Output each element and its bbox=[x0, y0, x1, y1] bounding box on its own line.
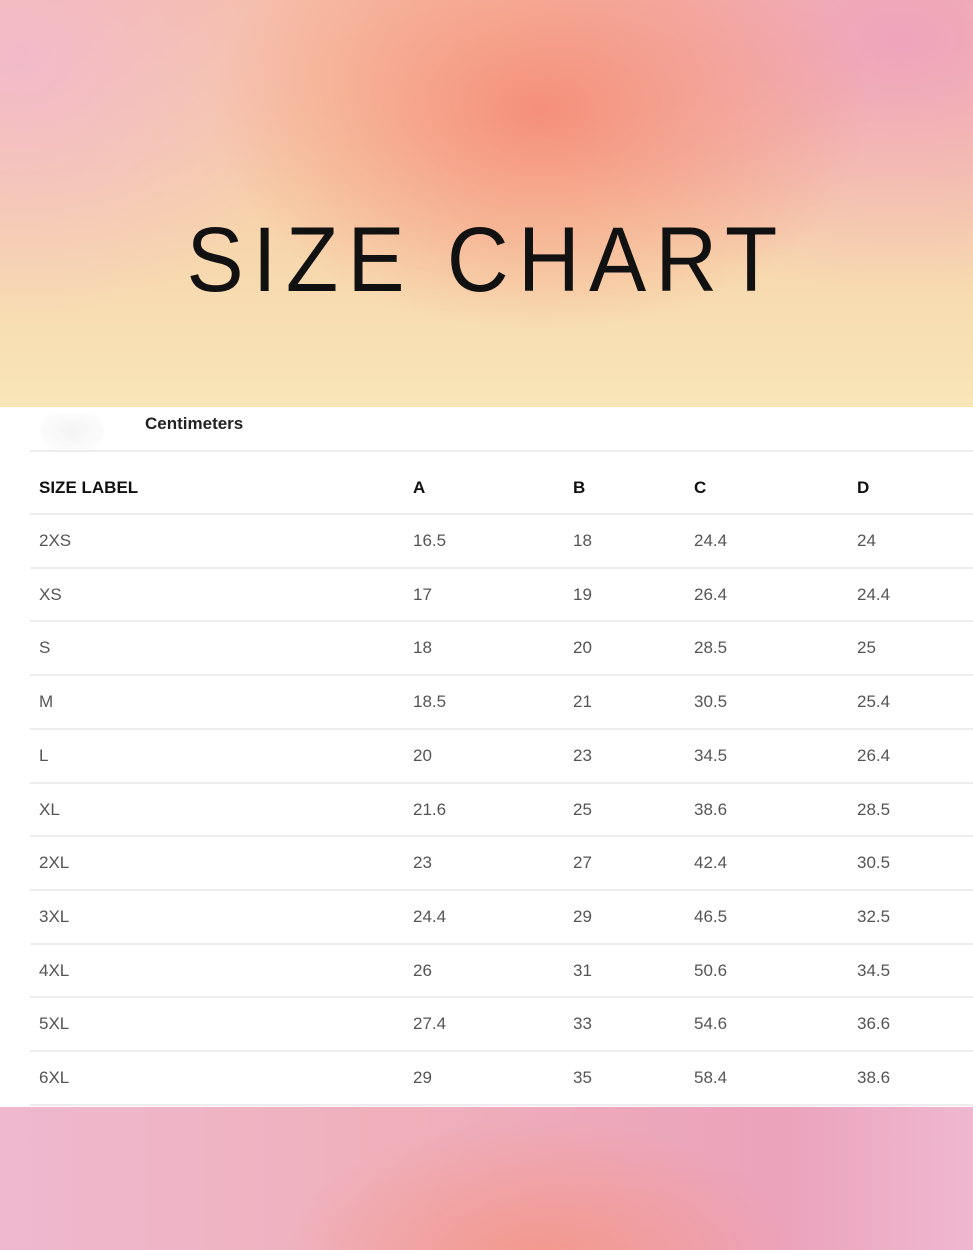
measurement-cell: 28.5 bbox=[857, 799, 891, 819]
measurement-cell: 31 bbox=[573, 960, 592, 980]
measurement-cell: C bbox=[694, 478, 707, 497]
size-label-cell: 3XL bbox=[39, 906, 70, 926]
row-divider bbox=[30, 1050, 973, 1052]
row-divider bbox=[30, 835, 973, 838]
measurement-cell: 26 bbox=[413, 960, 432, 980]
blurred-logo bbox=[40, 413, 104, 449]
row-divider bbox=[30, 566, 973, 569]
measurement-cell: 30.5 bbox=[694, 692, 728, 712]
measurement-cell: 34.5 bbox=[857, 960, 891, 980]
measurement-cell: 18.5 bbox=[413, 692, 447, 712]
row-divider bbox=[30, 674, 973, 677]
row-divider bbox=[30, 620, 973, 623]
measurement-cell: 27 bbox=[573, 853, 592, 873]
measurement-cell: 24.4 bbox=[857, 584, 891, 604]
measurement-cell: 18 bbox=[573, 531, 592, 550]
measurement-cell: 46.5 bbox=[694, 906, 728, 926]
size-label-cell: S bbox=[39, 638, 51, 658]
measurement-cell: 34.5 bbox=[694, 745, 728, 765]
size-table-panel: Centimeters SIZE LABEL A B C D 2XS 16.5 18 24.4 2… bbox=[0, 407, 973, 1107]
measurement-cell: 28.5 bbox=[694, 638, 728, 658]
table-row: 5XL 27.4 33 54.6 36.6 bbox=[0, 998, 973, 1050]
header-gradient-banner: SIZE CHART bbox=[0, 0, 973, 407]
measurement-cell: 23 bbox=[573, 745, 592, 765]
size-label-cell: XS bbox=[39, 584, 62, 604]
measurement-cell: 23 bbox=[413, 853, 432, 873]
measurement-cell: 24 bbox=[857, 531, 876, 550]
table-row: XL 21.6 25 38.6 28.5 bbox=[0, 784, 973, 836]
measurement-cell: 36.6 bbox=[857, 1014, 891, 1034]
measurement-cell: 16.5 bbox=[413, 531, 447, 550]
table-row: XS 17 19 26.4 24.4 bbox=[0, 569, 973, 621]
size-label-cell: 2XS bbox=[39, 531, 72, 550]
measurement-cell: 29 bbox=[573, 906, 592, 926]
table-row: 2XS 16.5 18 24.4 24 bbox=[0, 515, 973, 567]
page-title: SIZE CHART bbox=[186, 209, 787, 311]
unit-label: Centimeters bbox=[145, 414, 244, 433]
measurement-cell: 25 bbox=[573, 799, 592, 819]
table-row: M 18.5 21 30.5 25.4 bbox=[0, 676, 973, 728]
measurement-cell: 33 bbox=[573, 1014, 592, 1034]
size-label-cell: SIZE LABEL bbox=[39, 478, 139, 497]
size-label-cell: XL bbox=[39, 799, 60, 819]
measurement-cell: 17 bbox=[413, 584, 432, 604]
measurement-cell: 18 bbox=[413, 638, 432, 658]
measurement-cell: 35 bbox=[573, 1068, 592, 1087]
size-label-cell: M bbox=[39, 692, 54, 712]
measurement-cell: 20 bbox=[413, 745, 432, 765]
measurement-cell: 25.4 bbox=[857, 692, 891, 712]
table-row: 4XL 26 31 50.6 34.5 bbox=[0, 945, 973, 997]
measurement-cell: 54.6 bbox=[694, 1014, 728, 1034]
measurement-cell: 50.6 bbox=[694, 960, 728, 980]
measurement-cell: B bbox=[573, 478, 586, 497]
measurement-cell: 42.4 bbox=[694, 853, 728, 873]
measurement-cell: 58.4 bbox=[694, 1068, 728, 1087]
measurement-cell: 26.4 bbox=[857, 745, 891, 765]
measurement-cell: 21.6 bbox=[413, 799, 447, 819]
measurement-cell: D bbox=[857, 478, 870, 497]
row-divider bbox=[30, 513, 973, 515]
table-row: S 18 20 28.5 25 bbox=[0, 622, 973, 674]
measurement-cell: 26.4 bbox=[694, 584, 728, 604]
table-row: 2XL 23 27 42.4 30.5 bbox=[0, 837, 973, 889]
row-divider bbox=[30, 942, 973, 945]
table-row: 3XL 24.4 29 46.5 32.5 bbox=[0, 891, 973, 943]
row-divider bbox=[30, 781, 973, 784]
divider bbox=[30, 450, 973, 452]
measurement-cell: 30.5 bbox=[857, 853, 891, 873]
row-divider bbox=[30, 888, 973, 891]
measurement-cell: A bbox=[413, 478, 426, 497]
row-divider bbox=[30, 727, 973, 730]
measurement-cell: 24.4 bbox=[413, 906, 447, 926]
table-header-row: SIZE LABEL A B C D bbox=[0, 462, 973, 514]
size-label-cell: 4XL bbox=[39, 960, 70, 980]
table-row: L 20 23 34.5 26.4 bbox=[0, 730, 973, 782]
size-label-cell: 5XL bbox=[39, 1014, 70, 1034]
measurement-cell: 38.6 bbox=[857, 1068, 891, 1087]
measurement-cell: 32.5 bbox=[857, 906, 891, 926]
measurement-cell: 38.6 bbox=[694, 799, 728, 819]
measurement-cell: 25 bbox=[857, 638, 876, 658]
size-label-cell: L bbox=[39, 745, 49, 765]
measurement-cell: 19 bbox=[573, 584, 592, 604]
row-divider bbox=[30, 1103, 973, 1106]
measurement-cell: 24.4 bbox=[694, 531, 728, 550]
row-divider bbox=[30, 996, 973, 999]
size-label-cell: 2XL bbox=[39, 853, 70, 873]
measurement-cell: 29 bbox=[413, 1068, 432, 1087]
measurement-cell: 20 bbox=[573, 638, 592, 658]
size-label-cell: 6XL bbox=[39, 1068, 70, 1087]
measurement-cell: 21 bbox=[573, 692, 592, 712]
footer-gradient-banner bbox=[0, 1107, 973, 1250]
table-row: 6XL 29 35 58.4 38.6 bbox=[0, 1052, 973, 1104]
measurement-cell: 27.4 bbox=[413, 1014, 447, 1034]
